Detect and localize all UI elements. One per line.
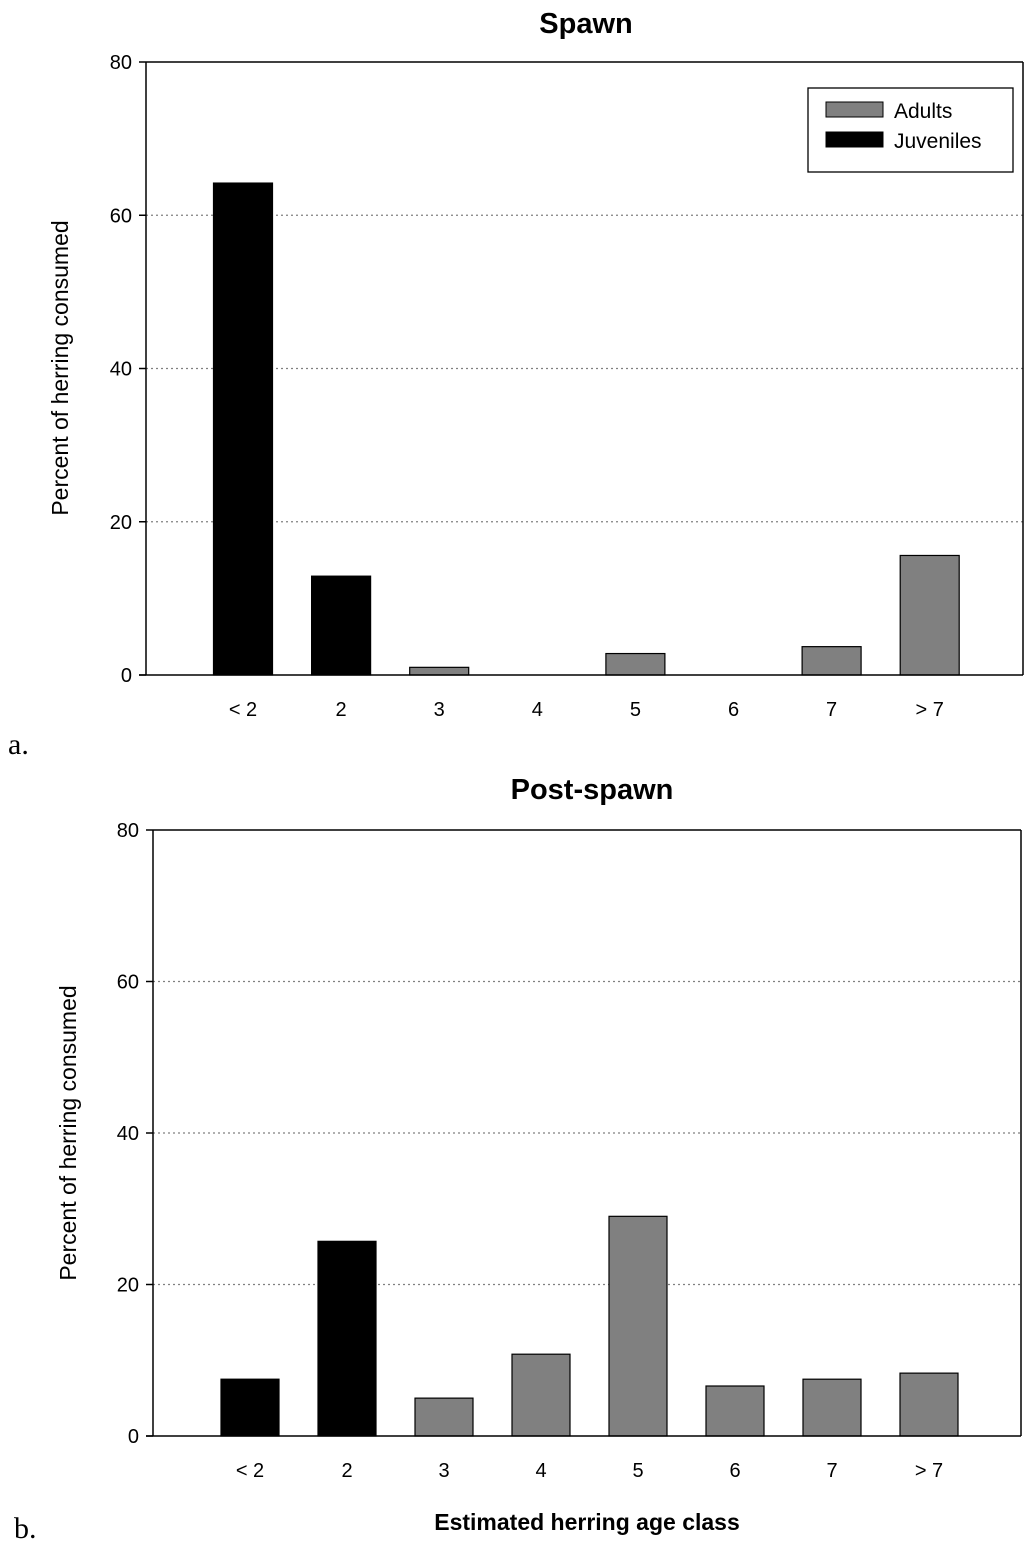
x-tick-label: > 7 xyxy=(916,699,944,721)
bar xyxy=(899,1372,959,1437)
y-tick-label: 0 xyxy=(128,1426,139,1448)
x-tick-label: 3 xyxy=(434,699,445,721)
x-tick-label: > 7 xyxy=(915,1460,943,1482)
x-tick-label: 2 xyxy=(341,1460,352,1482)
x-tick-label: 7 xyxy=(826,699,837,721)
y-tick-label: 20 xyxy=(110,512,132,534)
y-axis-label: Percent of herring consumed xyxy=(47,220,73,515)
bar xyxy=(511,1353,571,1437)
y-tick-label: 80 xyxy=(117,820,139,842)
bar xyxy=(414,1397,474,1437)
x-tick-label: 4 xyxy=(535,1460,546,1482)
x-tick-label: 2 xyxy=(336,699,347,721)
bar xyxy=(705,1385,765,1437)
y-tick-label: 60 xyxy=(110,205,132,227)
x-tick-label: < 2 xyxy=(236,1460,264,1482)
chart-title: Post-spawn xyxy=(511,774,674,806)
legend-swatch-juveniles xyxy=(825,131,884,148)
y-tick-label: 60 xyxy=(117,972,139,994)
x-tick-label: 6 xyxy=(728,699,739,721)
x-tick-label: 5 xyxy=(632,1460,643,1482)
x-tick-label: 4 xyxy=(532,699,543,721)
gridlines xyxy=(153,980,1021,1286)
x-tick-label: < 2 xyxy=(229,699,257,721)
legend-label-adults: Adults xyxy=(894,100,952,123)
y-ticks: 0 20 40 60 80 xyxy=(117,820,153,1448)
x-tick-label: 3 xyxy=(438,1460,449,1482)
bar xyxy=(220,1378,280,1437)
x-tick-label: 5 xyxy=(630,699,641,721)
y-ticks: 0 20 40 60 80 xyxy=(110,52,146,687)
bar xyxy=(409,666,470,676)
chart-title: Spawn xyxy=(539,8,632,40)
x-tick-label: 6 xyxy=(729,1460,740,1482)
y-tick-label: 20 xyxy=(117,1275,139,1297)
panel-label-b: b. xyxy=(14,1512,37,1545)
bars xyxy=(220,1215,959,1437)
y-tick-label: 40 xyxy=(117,1123,139,1145)
x-ticks: < 2 2 3 4 5 6 7 > 7 xyxy=(229,699,944,721)
bar xyxy=(317,1240,377,1437)
y-axis-label: Percent of herring consumed xyxy=(55,985,81,1280)
bar xyxy=(311,575,372,676)
legend-label-juveniles: Juveniles xyxy=(894,130,982,153)
x-ticks: < 2 2 3 4 5 6 7 > 7 xyxy=(236,1460,943,1482)
x-axis-label: Estimated herring age class xyxy=(434,1509,740,1535)
chart-post-spawn: Post-spawn Percent of herring consumed 0… xyxy=(14,774,1022,1545)
bar xyxy=(899,554,960,676)
legend: Adults Juveniles xyxy=(807,87,1014,173)
bars xyxy=(212,182,960,676)
x-tick-label: 7 xyxy=(826,1460,837,1482)
bar xyxy=(608,1215,668,1437)
bar xyxy=(801,646,862,676)
bar xyxy=(605,652,666,676)
y-tick-label: 0 xyxy=(121,665,132,687)
legend-swatch-adults xyxy=(825,101,884,118)
panel-label-a: a. xyxy=(8,728,29,761)
y-tick-label: 80 xyxy=(110,52,132,74)
gridlines xyxy=(146,214,1023,523)
bar xyxy=(802,1378,862,1437)
bar xyxy=(212,182,274,676)
chart-spawn: Spawn Percent of herring consumed 0 20 40 6… xyxy=(8,8,1024,761)
y-tick-label: 40 xyxy=(110,359,132,381)
